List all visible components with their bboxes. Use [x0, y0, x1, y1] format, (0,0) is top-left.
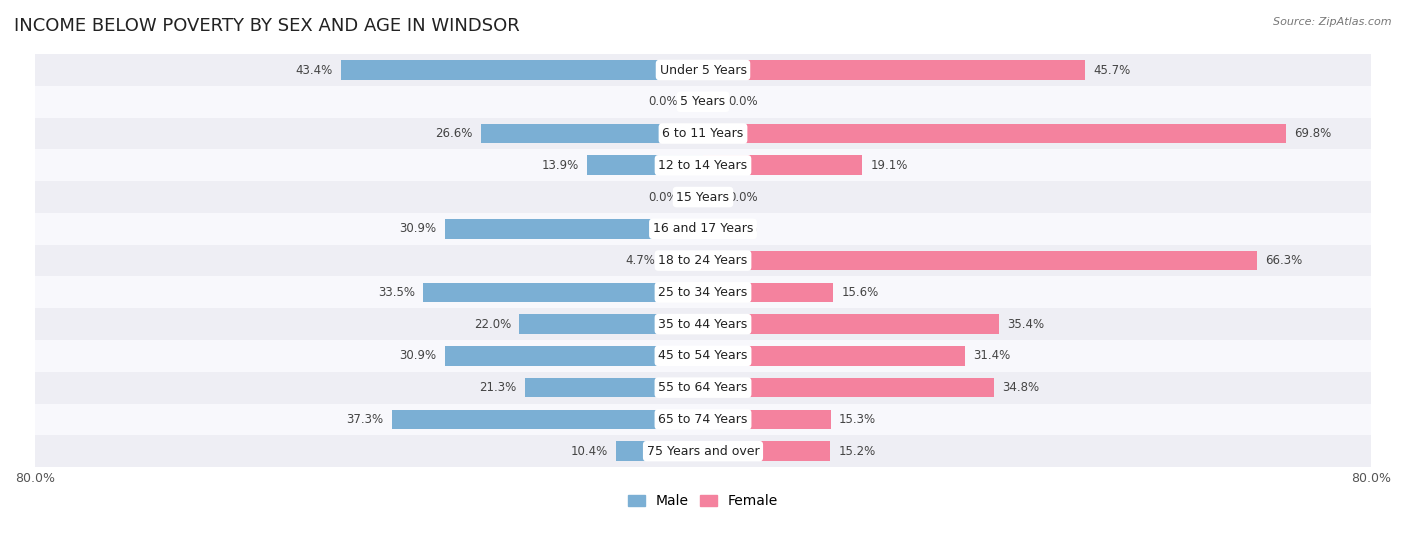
- Text: 75 Years and over: 75 Years and over: [647, 444, 759, 458]
- Text: 45.7%: 45.7%: [1092, 64, 1130, 77]
- Bar: [35, 86, 1371, 117]
- Bar: [703, 441, 830, 461]
- Bar: [35, 277, 1371, 308]
- Bar: [690, 187, 703, 207]
- Text: 34.8%: 34.8%: [1002, 381, 1039, 394]
- Bar: [703, 92, 716, 112]
- Bar: [423, 282, 703, 302]
- Text: 18 to 24 Years: 18 to 24 Years: [658, 254, 748, 267]
- Text: 43.4%: 43.4%: [295, 64, 332, 77]
- Text: 31.4%: 31.4%: [973, 349, 1011, 362]
- Bar: [703, 187, 716, 207]
- Bar: [35, 149, 1371, 181]
- Text: 0.0%: 0.0%: [728, 222, 758, 235]
- Text: 33.5%: 33.5%: [378, 286, 415, 299]
- Bar: [35, 308, 1371, 340]
- Text: 12 to 14 Years: 12 to 14 Years: [658, 159, 748, 172]
- Text: 19.1%: 19.1%: [870, 159, 908, 172]
- Text: 37.3%: 37.3%: [346, 413, 384, 426]
- Text: 55 to 64 Years: 55 to 64 Years: [658, 381, 748, 394]
- Bar: [616, 441, 703, 461]
- Legend: Male, Female: Male, Female: [623, 489, 783, 514]
- Bar: [391, 410, 703, 429]
- Text: 22.0%: 22.0%: [474, 318, 510, 330]
- Text: 30.9%: 30.9%: [399, 222, 437, 235]
- Bar: [703, 346, 965, 366]
- Bar: [703, 251, 1257, 271]
- Text: 5 Years: 5 Years: [681, 95, 725, 108]
- Bar: [481, 124, 703, 143]
- Text: 45 to 54 Years: 45 to 54 Years: [658, 349, 748, 362]
- Text: 15.6%: 15.6%: [842, 286, 879, 299]
- Text: 0.0%: 0.0%: [728, 191, 758, 203]
- Text: 30.9%: 30.9%: [399, 349, 437, 362]
- Bar: [703, 314, 998, 334]
- Bar: [35, 372, 1371, 404]
- Text: 15.2%: 15.2%: [838, 444, 876, 458]
- Bar: [35, 54, 1371, 86]
- Bar: [526, 378, 703, 397]
- Bar: [703, 219, 716, 239]
- Text: 65 to 74 Years: 65 to 74 Years: [658, 413, 748, 426]
- Bar: [444, 219, 703, 239]
- Text: 66.3%: 66.3%: [1265, 254, 1302, 267]
- Text: 35 to 44 Years: 35 to 44 Years: [658, 318, 748, 330]
- Bar: [35, 404, 1371, 435]
- Bar: [35, 245, 1371, 277]
- Text: 69.8%: 69.8%: [1294, 127, 1331, 140]
- Text: 6 to 11 Years: 6 to 11 Years: [662, 127, 744, 140]
- Text: INCOME BELOW POVERTY BY SEX AND AGE IN WINDSOR: INCOME BELOW POVERTY BY SEX AND AGE IN W…: [14, 17, 520, 35]
- Bar: [340, 60, 703, 80]
- Text: 10.4%: 10.4%: [571, 444, 607, 458]
- Bar: [35, 117, 1371, 149]
- Text: Source: ZipAtlas.com: Source: ZipAtlas.com: [1274, 17, 1392, 27]
- Text: 35.4%: 35.4%: [1007, 318, 1045, 330]
- Bar: [703, 124, 1286, 143]
- Bar: [35, 181, 1371, 213]
- Bar: [703, 410, 831, 429]
- Bar: [519, 314, 703, 334]
- Bar: [35, 340, 1371, 372]
- Bar: [690, 92, 703, 112]
- Text: 26.6%: 26.6%: [436, 127, 472, 140]
- Text: Under 5 Years: Under 5 Years: [659, 64, 747, 77]
- Bar: [703, 282, 834, 302]
- Bar: [703, 155, 862, 175]
- Bar: [586, 155, 703, 175]
- Text: 13.9%: 13.9%: [541, 159, 579, 172]
- Bar: [35, 435, 1371, 467]
- Text: 15 Years: 15 Years: [676, 191, 730, 203]
- Bar: [703, 378, 994, 397]
- Text: 0.0%: 0.0%: [728, 95, 758, 108]
- Bar: [703, 60, 1084, 80]
- Text: 21.3%: 21.3%: [479, 381, 517, 394]
- Text: 4.7%: 4.7%: [626, 254, 655, 267]
- Bar: [444, 346, 703, 366]
- Text: 16 and 17 Years: 16 and 17 Years: [652, 222, 754, 235]
- Bar: [35, 213, 1371, 245]
- Text: 25 to 34 Years: 25 to 34 Years: [658, 286, 748, 299]
- Text: 15.3%: 15.3%: [839, 413, 876, 426]
- Bar: [664, 251, 703, 271]
- Text: 0.0%: 0.0%: [648, 95, 678, 108]
- Text: 0.0%: 0.0%: [648, 191, 678, 203]
